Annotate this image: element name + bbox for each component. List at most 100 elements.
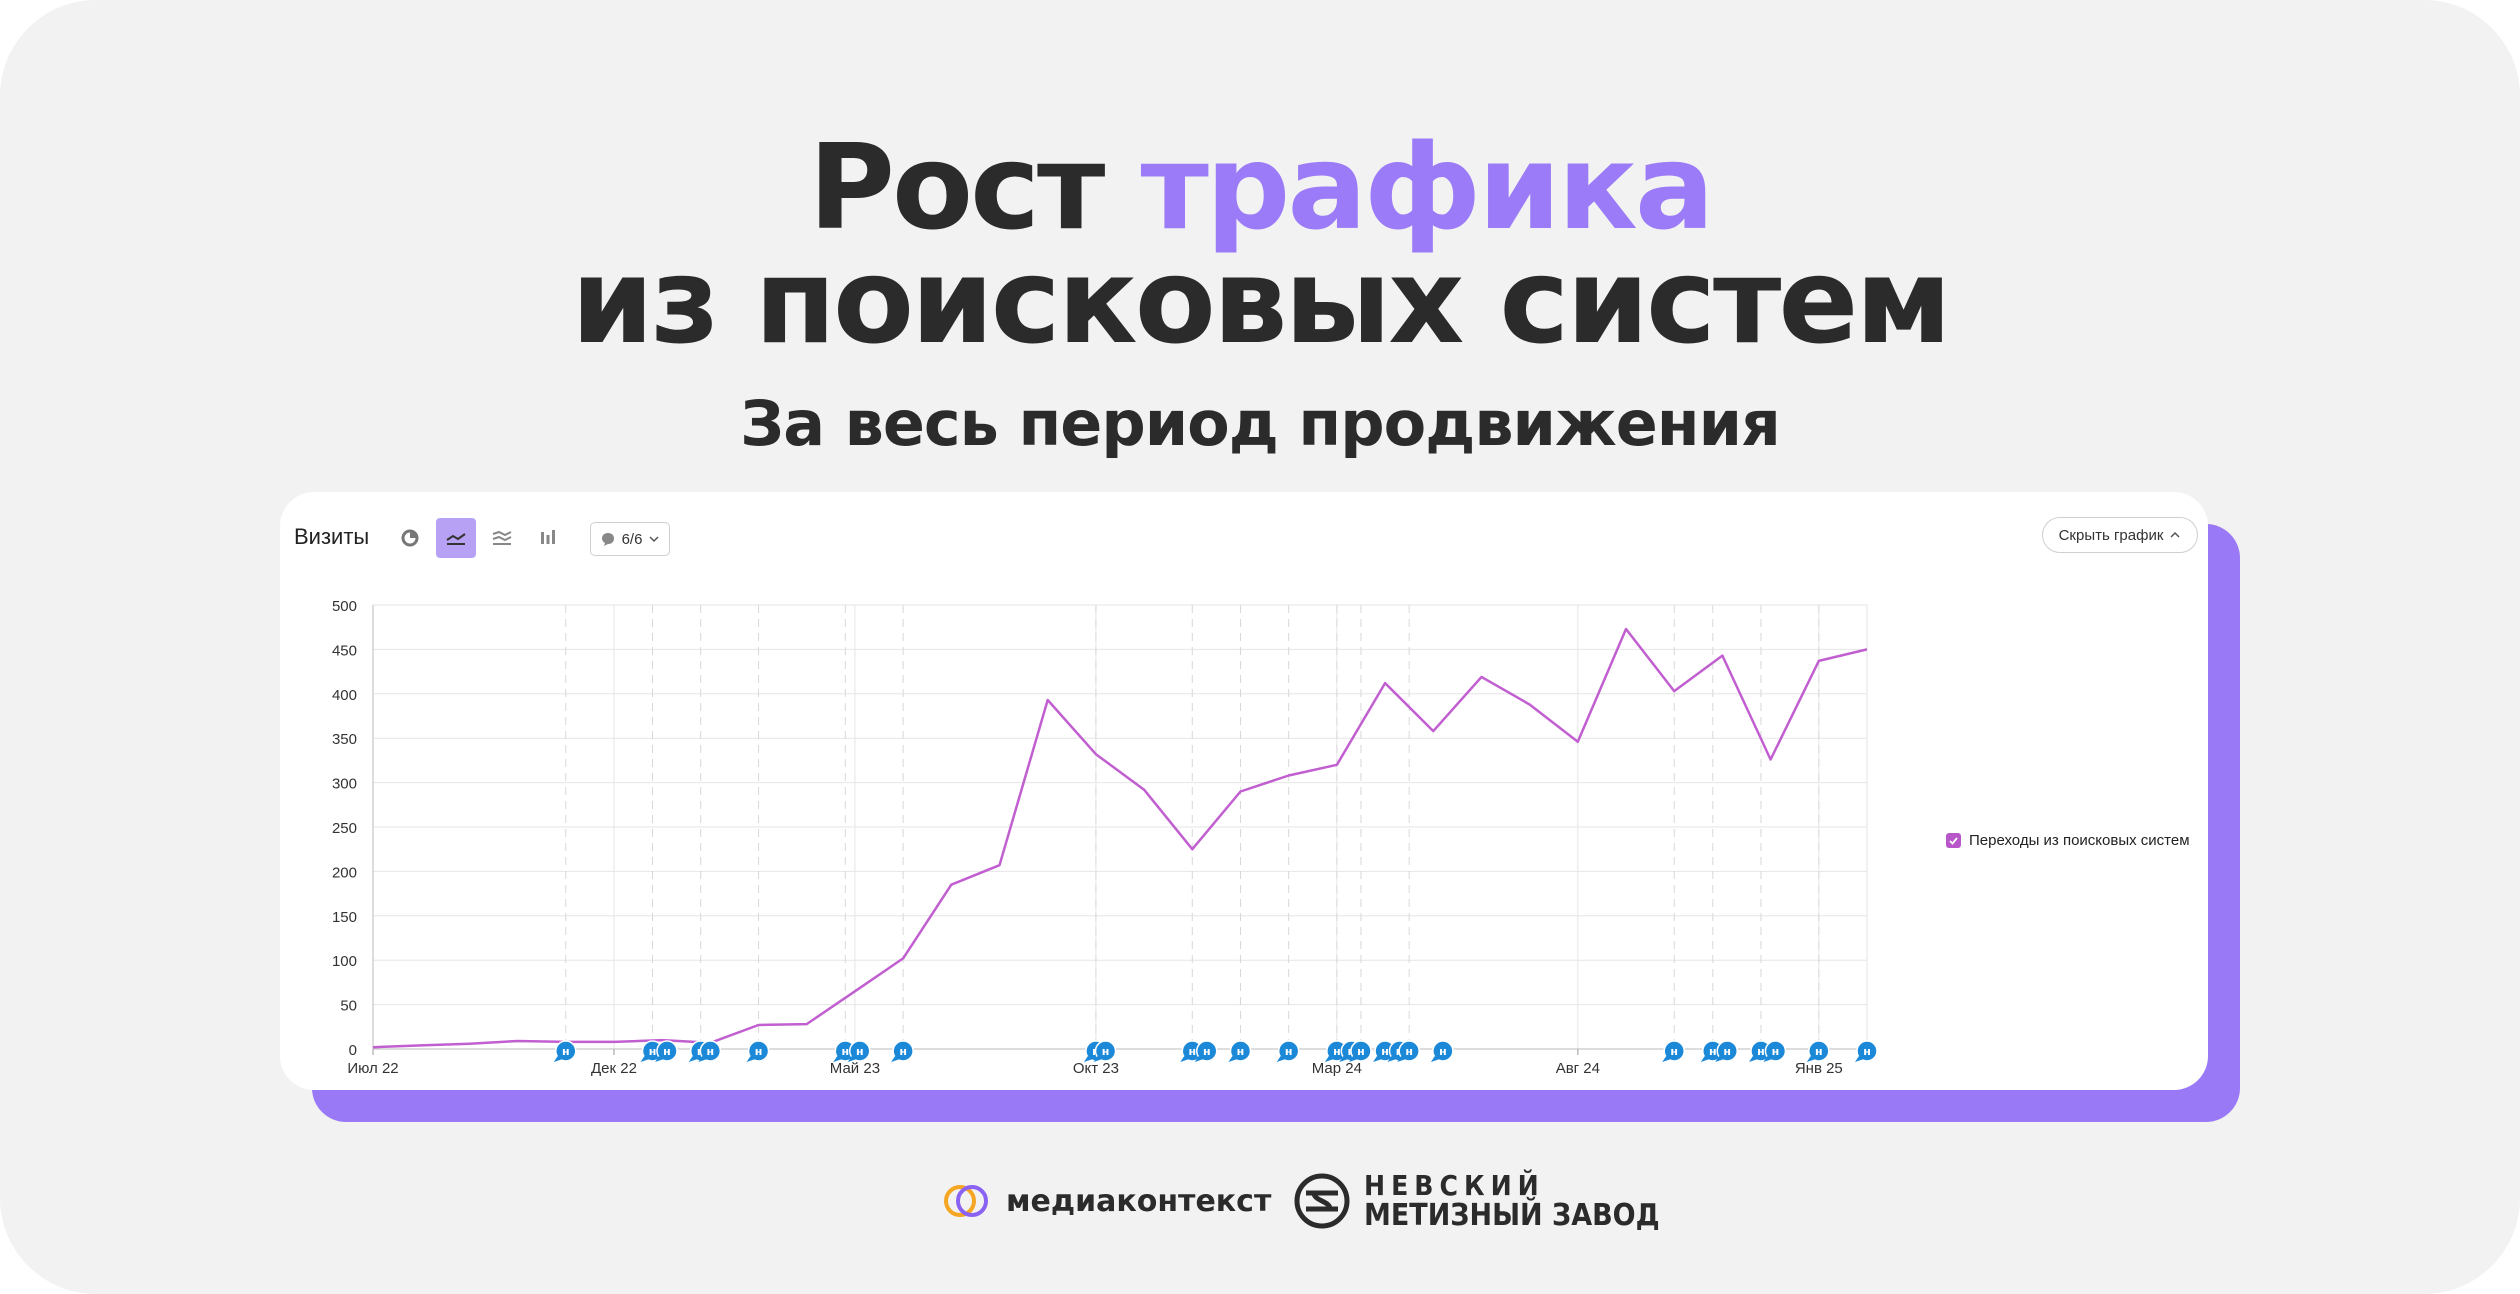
annotation-marker <box>849 1040 871 1062</box>
y-tick-label: 100 <box>332 953 357 970</box>
area-chart-button[interactable] <box>482 518 522 558</box>
annotation-marker-tail <box>746 1056 756 1062</box>
annotation-marker-tail <box>1324 1056 1334 1062</box>
x-tick-label: Май 23 <box>830 1060 880 1077</box>
brand2-line-2: МЕТИЗНЫЙ ЗАВОД <box>1364 1198 1660 1233</box>
headline-line-2: из поисковых систем <box>571 232 1952 370</box>
annotation-marker-label: н <box>1670 1045 1678 1058</box>
annotation-marker-tail <box>1763 1056 1773 1062</box>
headline-line-1: Рост трафика <box>0 122 2520 252</box>
annotation-marker-tail <box>654 1056 664 1062</box>
x-tick-label: Окт 23 <box>1073 1060 1119 1077</box>
hide-chart-button[interactable]: Скрыть график <box>2042 517 2198 553</box>
annotation-marker-label: н <box>649 1045 657 1058</box>
annotation-marker-label: н <box>1815 1045 1823 1058</box>
y-tick-label: 150 <box>332 909 357 926</box>
annotation-marker-label: н <box>1723 1045 1731 1058</box>
annotation-marker-tail <box>1387 1056 1397 1062</box>
y-tick-label: 200 <box>332 864 357 881</box>
headline-accent-word: трафика <box>1140 118 1715 256</box>
bar-chart-button[interactable] <box>528 518 568 558</box>
annotation-marker <box>1195 1040 1218 1062</box>
annotation-marker-tail <box>553 1056 563 1062</box>
line-chart-button[interactable] <box>436 518 476 558</box>
annotation-marker-label: н <box>841 1045 849 1058</box>
annotation-marker <box>1094 1040 1117 1062</box>
brand-mediakontekst: медиаконтекст <box>940 1168 1271 1234</box>
nevsky-logo-icon <box>1294 1173 1350 1229</box>
y-tick-label: 0 <box>349 1042 357 1059</box>
annotation-marker-tail <box>1715 1056 1725 1062</box>
metrics-widget: 0 50 100 150 200 250 300 350 400 450 500 Июл 22 Дек … <box>280 492 2208 1090</box>
annotations-counter: 6/6 <box>621 530 643 548</box>
checkmark-icon <box>1949 837 1958 845</box>
annotation-marker <box>1350 1040 1372 1062</box>
hide-chart-label: Скрыть график <box>2058 526 2164 544</box>
x-tick-label: Дек 22 <box>591 1060 637 1077</box>
x-tick-label: Июл 22 <box>347 1060 398 1077</box>
annotation-marker <box>1432 1040 1454 1062</box>
chart-legend[interactable]: Переходы из поисковых систем <box>1946 832 2190 849</box>
y-tick-label: 350 <box>332 731 357 748</box>
pie-icon <box>401 529 419 547</box>
annotation-marker-label: н <box>1188 1045 1196 1058</box>
annotation-marker-label: н <box>1772 1045 1780 1058</box>
annotation-marker <box>555 1040 577 1062</box>
y-tick-label: 400 <box>332 687 357 704</box>
annotation-marker-label: н <box>562 1045 570 1058</box>
chevron-down-icon <box>649 536 659 543</box>
annotation-marker-tail <box>1194 1056 1204 1062</box>
annotation-marker-tail <box>688 1056 698 1062</box>
y-tick-label: 300 <box>332 776 357 793</box>
annotation-marker-tail <box>1662 1056 1672 1062</box>
brand1-name: медиаконтекст <box>1006 1183 1272 1219</box>
annotation-marker-label: н <box>707 1045 715 1058</box>
annotation-marker-label: н <box>899 1045 907 1058</box>
pie-chart-button[interactable] <box>390 518 430 558</box>
legend-label: Переходы из поисковых систем <box>1969 832 2190 849</box>
annotation-marker-tail <box>1748 1056 1758 1062</box>
annotation-marker-tail <box>1228 1056 1238 1062</box>
x-tick-label: Янв 25 <box>1795 1060 1843 1077</box>
annotation-marker <box>1229 1040 1252 1062</box>
annotation-marker-tail <box>1348 1056 1358 1062</box>
annotation-marker <box>892 1040 914 1062</box>
annotation-marker-tail <box>1806 1056 1816 1062</box>
y-tick-label: 250 <box>332 820 357 837</box>
y-tick-label: 50 <box>340 998 357 1015</box>
annotation-marker-tail <box>1430 1056 1440 1062</box>
annotation-marker <box>699 1040 722 1062</box>
annotation-marker <box>1856 1040 1878 1062</box>
annotation-marker-label: н <box>1333 1045 1341 1058</box>
annotation-marker-label: н <box>1102 1045 1110 1058</box>
x-tick-label: Авг 24 <box>1556 1060 1600 1077</box>
annotation-marker-label: н <box>1285 1045 1293 1058</box>
brand2-line-1: НЕВСКИЙ <box>1364 1169 1545 1202</box>
annotation-marker-tail <box>1276 1056 1286 1062</box>
annotation-marker <box>1398 1040 1420 1062</box>
mediakontekst-logo-icon <box>944 1185 988 1217</box>
series-line <box>372 627 1868 1049</box>
subtitle: За весь период продвижения <box>740 387 1781 460</box>
legend-checkbox[interactable] <box>1946 833 1961 848</box>
bar-chart-icon <box>541 530 555 544</box>
x-tick-label: Мар 24 <box>1312 1060 1362 1077</box>
chevron-up-icon <box>2170 531 2180 538</box>
brand-nevsky: НЕВСКИЙ МЕТИЗНЫЙ ЗАВОД <box>1294 1168 1660 1234</box>
line-chart-icon <box>446 533 466 545</box>
annotation-marker-label: н <box>1381 1045 1389 1058</box>
annotations-toggle[interactable]: 6/6 <box>590 522 670 556</box>
annotation-marker <box>1764 1040 1787 1062</box>
annotation-marker-tail <box>891 1056 901 1062</box>
widget-title: Визиты <box>294 524 370 549</box>
annotation-marker <box>1277 1040 1300 1062</box>
annotation-marker <box>747 1040 770 1062</box>
annotation-marker-tail <box>833 1056 843 1062</box>
annotation-marker-tail <box>1700 1056 1710 1062</box>
annotation-marker-tail <box>847 1056 857 1062</box>
annotation-marker-label: н <box>1709 1045 1717 1058</box>
area-chart-icon <box>492 530 512 545</box>
annotation-marker-tail <box>1083 1056 1093 1062</box>
brand-footer: медиаконтекст НЕВСКИЙ МЕТИЗНЫЙ ЗАВОД <box>0 1168 2520 1234</box>
